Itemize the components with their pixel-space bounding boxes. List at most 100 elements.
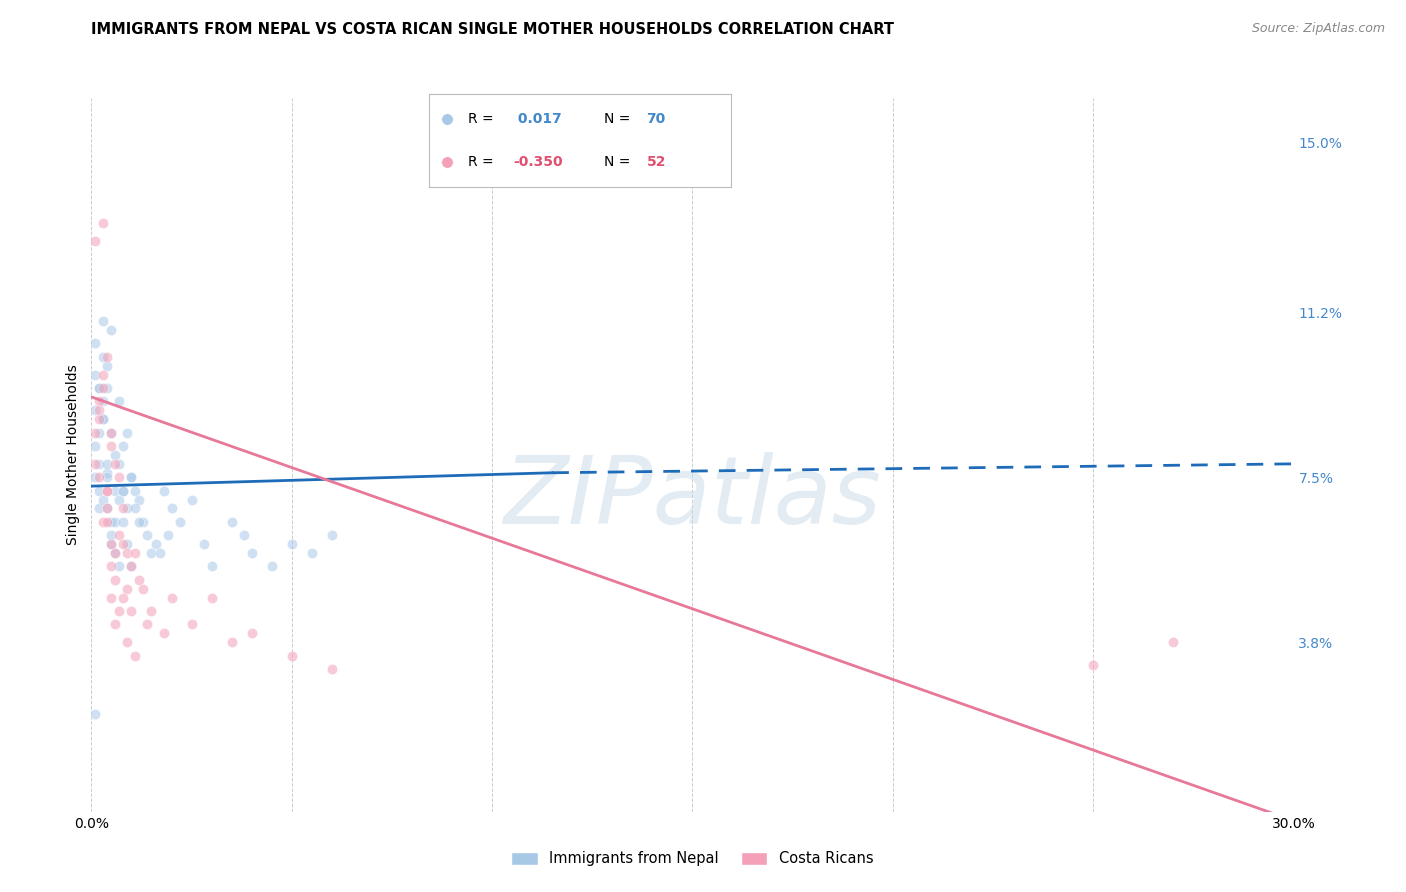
Point <box>96 501 118 516</box>
Point <box>93 368 115 382</box>
Point <box>152 483 174 498</box>
Point <box>84 336 107 351</box>
Point <box>112 591 135 605</box>
Text: R =: R = <box>468 112 498 126</box>
Point <box>141 604 163 618</box>
Point <box>100 528 122 542</box>
Point <box>148 546 170 560</box>
Point <box>128 492 150 507</box>
Point <box>100 559 122 574</box>
Point <box>93 381 115 395</box>
Point <box>93 412 115 426</box>
Point <box>89 381 111 395</box>
Point <box>108 394 131 409</box>
Point <box>100 425 122 440</box>
Point <box>89 501 111 516</box>
Point <box>96 501 118 516</box>
Point <box>84 457 107 471</box>
Point <box>117 501 139 516</box>
Point <box>96 483 118 498</box>
Legend: Immigrants from Nepal, Costa Ricans: Immigrants from Nepal, Costa Ricans <box>506 846 879 872</box>
Point <box>93 314 115 328</box>
Point <box>93 350 115 364</box>
Point <box>89 425 111 440</box>
Point <box>96 470 118 484</box>
Point <box>121 604 143 618</box>
Point <box>84 403 107 417</box>
Point <box>117 635 139 649</box>
Point <box>100 425 122 440</box>
Point <box>132 582 155 596</box>
Point <box>84 706 107 721</box>
Point <box>281 537 304 551</box>
Point <box>89 381 111 395</box>
Point <box>108 604 131 618</box>
Point <box>180 492 202 507</box>
Point <box>136 528 159 542</box>
Point <box>96 457 118 471</box>
Point <box>240 626 263 640</box>
Point <box>96 359 118 373</box>
Point <box>104 448 127 462</box>
Point <box>112 501 135 516</box>
Point <box>89 403 111 417</box>
Text: ZIPatlas: ZIPatlas <box>503 452 882 543</box>
Point <box>121 559 143 574</box>
Point <box>160 501 183 516</box>
Point <box>117 582 139 596</box>
Point <box>112 483 135 498</box>
Point <box>104 617 127 632</box>
Text: IMMIGRANTS FROM NEPAL VS COSTA RICAN SINGLE MOTHER HOUSEHOLDS CORRELATION CHART: IMMIGRANTS FROM NEPAL VS COSTA RICAN SIN… <box>91 22 894 37</box>
Point <box>93 515 115 529</box>
Point <box>121 470 143 484</box>
Point <box>112 439 135 453</box>
Text: N =: N = <box>605 112 636 126</box>
Point <box>108 470 131 484</box>
Point <box>321 662 343 676</box>
Point <box>436 112 458 126</box>
Point <box>201 559 224 574</box>
Point <box>104 546 127 560</box>
Point <box>108 528 131 542</box>
Point <box>124 648 146 663</box>
Point <box>100 537 122 551</box>
Point <box>96 483 118 498</box>
Point <box>89 470 111 484</box>
Point <box>436 155 458 169</box>
Point <box>132 515 155 529</box>
Point <box>89 412 111 426</box>
Point <box>93 492 115 507</box>
Point <box>100 591 122 605</box>
Point <box>321 528 343 542</box>
Point <box>201 591 224 605</box>
Text: 70: 70 <box>647 112 665 126</box>
Point <box>96 515 118 529</box>
Point <box>100 439 122 453</box>
Point <box>1083 657 1105 672</box>
Point <box>89 483 111 498</box>
Text: N =: N = <box>605 155 636 169</box>
Point <box>221 635 243 649</box>
Point <box>108 559 131 574</box>
Point <box>100 323 122 337</box>
Point <box>112 483 135 498</box>
Point <box>193 537 215 551</box>
Point <box>124 546 146 560</box>
Point <box>124 501 146 516</box>
Point <box>121 559 143 574</box>
Text: 52: 52 <box>647 155 666 169</box>
Point <box>232 528 254 542</box>
Point <box>104 546 127 560</box>
Point <box>112 515 135 529</box>
Point <box>240 546 263 560</box>
Text: -0.350: -0.350 <box>513 155 562 169</box>
Point <box>84 234 107 248</box>
Point <box>96 466 118 480</box>
Point <box>93 412 115 426</box>
Point <box>121 470 143 484</box>
Point <box>156 528 179 542</box>
Point <box>84 425 107 440</box>
Point <box>93 216 115 230</box>
Point <box>117 537 139 551</box>
Point <box>260 559 283 574</box>
